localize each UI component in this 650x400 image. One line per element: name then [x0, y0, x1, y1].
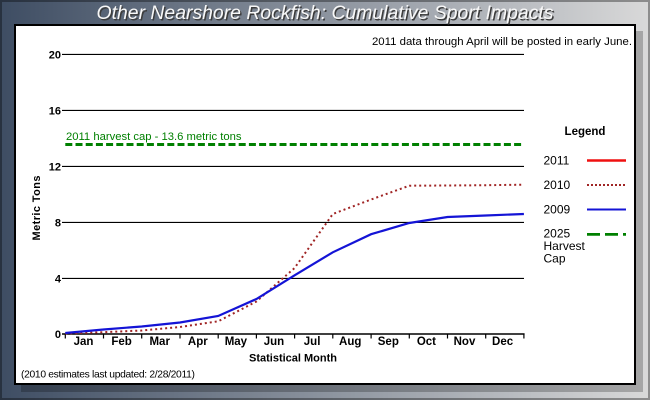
svg-text:4: 4	[55, 273, 62, 285]
svg-text:2011: 2011	[544, 154, 570, 168]
svg-text:2011 data through April will b: 2011 data through April will be posted i…	[372, 36, 632, 48]
svg-text:Jul: Jul	[304, 336, 321, 348]
svg-text:Statistical Month: Statistical Month	[249, 352, 337, 364]
svg-text:8: 8	[55, 217, 61, 229]
svg-text:2009: 2009	[544, 202, 571, 216]
svg-text:Cap: Cap	[544, 252, 566, 266]
svg-text:16: 16	[49, 105, 61, 117]
svg-text:Nov: Nov	[454, 336, 476, 348]
svg-text:20: 20	[49, 49, 61, 61]
svg-text:Metric Tons: Metric Tons	[31, 175, 43, 240]
svg-text:Feb: Feb	[111, 336, 131, 348]
svg-text:Apr: Apr	[188, 336, 208, 348]
svg-text:Aug: Aug	[339, 336, 361, 348]
svg-text:Other Nearshore Rockfish: Cumu: Other Nearshore Rockfish: Cumulative Spo…	[98, 3, 555, 25]
svg-text:Legend: Legend	[565, 126, 606, 138]
svg-text:Mar: Mar	[149, 336, 170, 348]
svg-text:(2010 estimates last updated:: (2010 estimates last updated: 2/28/2011)	[21, 370, 195, 381]
svg-text:2025: 2025	[544, 226, 571, 240]
svg-text:Jan: Jan	[74, 336, 94, 348]
svg-text:2011 harvest cap - 13.6 metric: 2011 harvest cap - 13.6 metric tons	[66, 131, 242, 143]
svg-text:0: 0	[55, 329, 61, 341]
svg-text:Dec: Dec	[492, 336, 514, 348]
svg-text:12: 12	[49, 161, 61, 173]
svg-text:Oct: Oct	[417, 336, 436, 348]
svg-text:Harvest: Harvest	[544, 239, 586, 253]
svg-text:Other Nearshore Rockfish: Cumu: Other Nearshore Rockfish: Cumulative Spo…	[97, 2, 554, 24]
svg-text:Sep: Sep	[378, 336, 399, 348]
svg-text:May: May	[225, 336, 248, 348]
svg-text:2010: 2010	[544, 178, 571, 192]
svg-text:Jun: Jun	[264, 336, 284, 348]
